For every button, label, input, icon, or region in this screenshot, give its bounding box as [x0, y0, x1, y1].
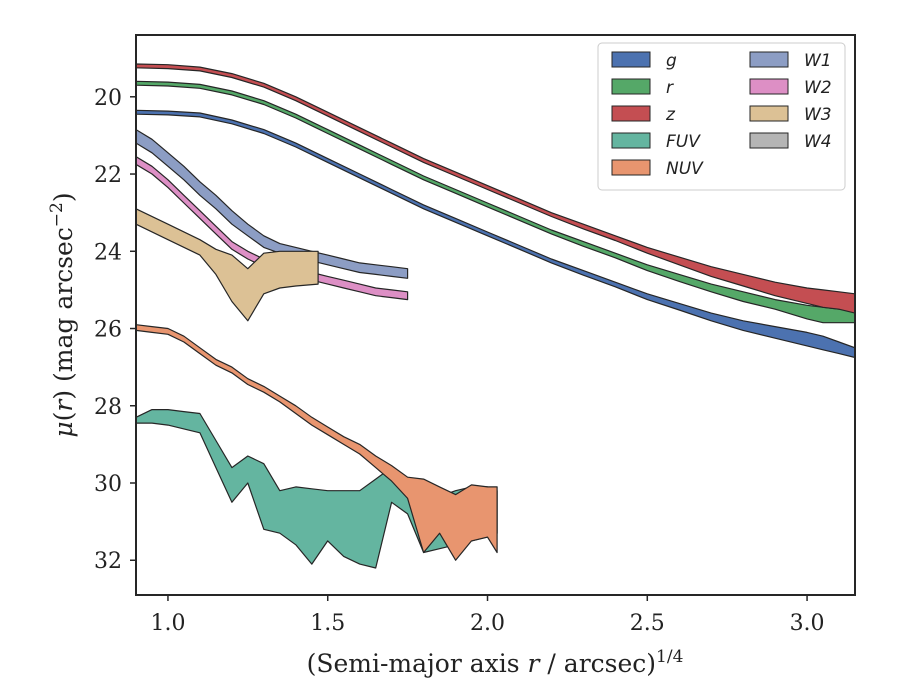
band-z [136, 63, 855, 314]
band-layer [136, 63, 855, 569]
y-axis-label: μ(r) (mag arcsec−2) [47, 192, 78, 437]
x-tick-label: 2.0 [470, 611, 505, 636]
x-tick-label: 3.0 [790, 611, 825, 636]
band-r [136, 80, 855, 324]
x-axis-ticks: 1.0 1.5 2.0 2.5 3.0 [150, 595, 825, 636]
legend-label-r: r [666, 78, 674, 98]
legend-label-w3: W3 [804, 105, 832, 125]
legend-swatch-w4 [749, 132, 789, 149]
legend-label-fuv: FUV [666, 132, 701, 152]
y-tick-label: 26 [94, 318, 122, 343]
legend-label-w4: W4 [804, 132, 832, 152]
legend-label-g: g [666, 51, 677, 71]
band-w1 [136, 129, 409, 279]
legend-swatch-w1 [749, 51, 789, 68]
legend-swatch-w3 [749, 105, 789, 122]
legend-label-w2: W2 [804, 78, 832, 98]
plot-frame [135, 34, 856, 596]
legend-swatch-fuv [611, 132, 651, 149]
legend-label-w1: W1 [804, 51, 832, 71]
x-tick-label: 2.5 [630, 611, 665, 636]
legend-label-nuv: NUV [666, 159, 704, 179]
x-tick-label: 1.0 [150, 611, 185, 636]
y-axis-ticks: 20 22 24 26 28 30 32 [94, 86, 136, 574]
x-axis-label: (Semi-major axis r / arcsec)1/4 [307, 647, 684, 678]
legend-swatch-r [611, 78, 651, 95]
legend: grz FUV NUV W1 W2 W3 W4 [597, 42, 846, 191]
band-nuv [136, 324, 498, 561]
band-w3 [136, 208, 319, 322]
y-tick-label: 32 [94, 549, 122, 574]
legend-swatch-g [611, 51, 651, 68]
band-g [136, 109, 855, 359]
x-tick-label: 1.5 [310, 611, 345, 636]
legend-swatch-nuv [611, 159, 651, 176]
y-tick-label: 24 [94, 240, 122, 265]
band-w2 [136, 156, 409, 301]
y-tick-label: 30 [94, 472, 122, 497]
y-tick-label: 22 [94, 163, 122, 188]
legend-swatch-z [611, 105, 651, 122]
legend-label-z: z [665, 105, 676, 125]
y-tick-label: 20 [94, 86, 122, 111]
legend-swatch-w2 [749, 78, 789, 95]
y-tick-label: 28 [94, 395, 122, 420]
